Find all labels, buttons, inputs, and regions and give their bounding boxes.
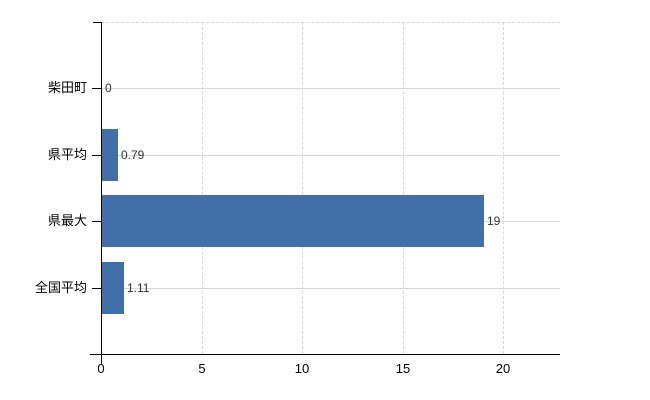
x-gridline [302, 22, 303, 354]
y-axis-tick [92, 288, 101, 289]
plot-top-border [101, 22, 560, 23]
x-gridline [202, 22, 203, 354]
x-axis-tick-label: 0 [97, 361, 105, 376]
category-label: 全国平均 [34, 280, 87, 295]
y-axis-line [101, 22, 102, 364]
y-axis-tick [92, 88, 101, 89]
y-gridline [101, 288, 560, 289]
y-axis-tick [92, 155, 101, 156]
x-gridline [403, 22, 404, 354]
y-axis-top-tick [93, 22, 101, 23]
bar [102, 262, 124, 314]
x-axis-line [90, 354, 560, 355]
value-label: 0.79 [121, 148, 145, 162]
value-label: 19 [487, 214, 501, 228]
x-axis-tick-label: 15 [395, 361, 411, 376]
x-axis-tick-label: 10 [294, 361, 310, 376]
value-label: 1.11 [127, 281, 150, 295]
y-gridline [101, 88, 560, 89]
bar [102, 195, 484, 247]
bar [102, 129, 118, 181]
y-gridline [101, 155, 560, 156]
y-axis-tick [92, 221, 101, 222]
value-label: 0 [105, 81, 112, 95]
category-label: 柴田町 [47, 80, 87, 95]
category-label: 県最大 [47, 213, 87, 228]
x-axis-tick-label: 5 [198, 361, 206, 376]
x-gridline [503, 22, 504, 354]
x-axis-tick-label: 20 [495, 361, 511, 376]
category-label: 県平均 [47, 147, 87, 162]
